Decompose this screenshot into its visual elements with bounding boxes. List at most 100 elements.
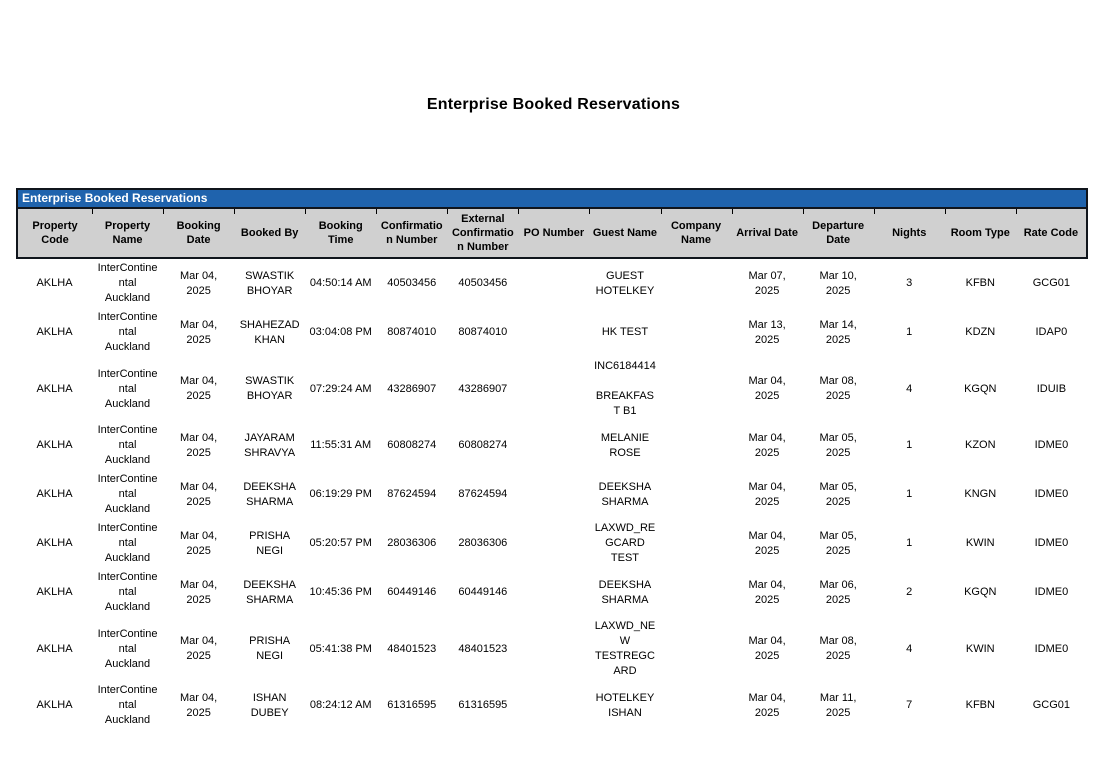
cell-nights: 1 — [906, 439, 913, 451]
column-header-nights: Nights — [873, 209, 945, 259]
cell-room-type: KGQN — [964, 382, 997, 395]
cell-company-name — [661, 308, 732, 357]
cell-company-name — [661, 519, 732, 568]
reservations-report: Enterprise Booked Reservations Property … — [16, 188, 1089, 730]
reservations-table: Property Code Property Name Booking Date Bo… — [16, 209, 1089, 730]
cell-property-code: AKLHA — [36, 537, 73, 549]
cell-rate-code: GCG01 — [1032, 699, 1071, 711]
cell-booked-by: SHAHEZAD KHAN — [239, 318, 300, 346]
cell-guest-name: MELANIE ROSE — [600, 431, 650, 459]
cell-booked-by: PRISHA NEGI — [249, 529, 291, 557]
cell-departure-date: Mar 06, 2025 — [819, 578, 857, 606]
cell-nights: 4 — [906, 642, 913, 655]
cell-nights: 7 — [906, 699, 913, 711]
cell-confirmation-number: 60808274 — [387, 439, 437, 451]
cell-confirmation-number: 60449146 — [387, 586, 437, 598]
cell-booking-time: 07:29:24 AM — [309, 382, 372, 395]
cell-booking-date: Mar 04, 2025 — [179, 691, 218, 719]
cell-booking-time: 05:20:57 PM — [309, 537, 372, 549]
cell-confirmation-number: 43286907 — [387, 382, 437, 395]
cell-external-confirmation-number: 60808274 — [458, 439, 508, 451]
cell-arrival-date: Mar 07, 2025 — [748, 269, 786, 297]
cell-property-name: InterContinental Auckland — [97, 311, 158, 353]
cell-booking-time: 03:04:08 PM — [309, 326, 372, 338]
cell-rate-code: IDAP0 — [1035, 326, 1068, 338]
cell-rate-code: IDME0 — [1034, 586, 1069, 598]
cell-room-type: KFBN — [965, 699, 995, 711]
column-header-rate-code: Rate Code — [1015, 209, 1089, 259]
cell-guest-name: GUEST HOTELKEY — [595, 269, 655, 297]
cell-booked-by: DEEKSHA SHARMA — [243, 480, 296, 508]
cell-room-type: KFBN — [965, 277, 995, 289]
cell-guest-name: DEEKSHA SHARMA — [598, 480, 652, 508]
cell-confirmation-number: 40503456 — [387, 277, 437, 289]
cell-arrival-date: Mar 04, 2025 — [748, 691, 786, 719]
reservations-body: AKLHA InterContinental Auckland Mar 04, 20… — [17, 258, 1087, 730]
column-header-booking-time: Booking Time — [305, 209, 377, 259]
cell-property-name: InterContinental Auckland — [97, 571, 158, 613]
cell-rate-code: IDME0 — [1034, 642, 1069, 655]
cell-external-confirmation-number: 28036306 — [458, 537, 508, 549]
cell-property-code: AKLHA — [36, 326, 73, 338]
cell-guest-name: HOTELKEY ISHAN — [595, 691, 655, 719]
cell-booking-date: Mar 04, 2025 — [179, 431, 218, 459]
cell-po-number — [518, 421, 589, 470]
column-header-booked-by: Booked By — [234, 209, 306, 259]
cell-external-confirmation-number: 80874010 — [458, 326, 508, 338]
cell-nights: 1 — [906, 488, 913, 500]
cell-departure-date: Mar 10, 2025 — [819, 269, 857, 297]
cell-external-confirmation-number: 48401523 — [458, 642, 508, 655]
cell-departure-date: Mar 05, 2025 — [819, 431, 857, 459]
header-row: Property Code Property Name Booking Date Bo… — [16, 209, 1089, 259]
cell-room-type: KDZN — [965, 326, 996, 338]
cell-booking-time: 11:55:31 AM — [310, 439, 372, 451]
cell-external-confirmation-number: 60449146 — [458, 586, 508, 598]
cell-departure-date: Mar 11, 2025 — [819, 691, 857, 719]
page-title: Enterprise Booked Reservations — [426, 96, 681, 113]
cell-booking-date: Mar 04, 2025 — [179, 529, 218, 557]
cell-property-code: AKLHA — [36, 586, 73, 598]
table-row: AKLHA InterContinental Auckland Mar 04, 20… — [17, 421, 1087, 470]
column-header-confirmation-number: Confirmation Number — [376, 209, 448, 259]
cell-confirmation-number: 61316595 — [387, 699, 437, 711]
cell-booked-by: SWASTIK BHOYAR — [245, 269, 295, 297]
cell-external-confirmation-number: 61316595 — [458, 699, 508, 711]
cell-room-type: KWIN — [965, 537, 995, 549]
cell-booking-time: 05:41:38 PM — [309, 642, 372, 655]
cell-property-name: InterContinental Auckland — [97, 424, 158, 466]
cell-property-name: InterContinental Auckland — [97, 627, 158, 670]
column-header-property-name: Property Name — [92, 209, 164, 259]
cell-property-code: AKLHA — [36, 277, 73, 289]
cell-po-number — [518, 258, 589, 308]
column-header-external-confirmation-number: External Confirmation Number — [447, 209, 519, 259]
cell-po-number — [518, 519, 589, 568]
cell-company-name — [661, 617, 732, 681]
table-row: AKLHA InterContinental Auckland Mar 04, 20… — [17, 470, 1087, 519]
cell-company-name — [661, 681, 732, 730]
cell-rate-code: IDUIB — [1036, 382, 1067, 395]
cell-room-type: KGQN — [964, 586, 997, 598]
cell-booking-date: Mar 04, 2025 — [179, 318, 218, 346]
cell-property-name: InterContinental Auckland — [97, 367, 158, 410]
cell-booked-by: JAYARAM SHRAVYA — [244, 431, 296, 459]
cell-booked-by: SWASTIK BHOYAR — [245, 375, 295, 402]
column-header-departure-date: Departure Date — [802, 209, 874, 259]
cell-po-number — [518, 681, 589, 730]
column-header-guest-name: Guest Name — [589, 209, 661, 259]
cell-guest-name: DEEKSHA SHARMA — [598, 578, 652, 606]
cell-guest-name: INC6184414 BREAKFAST B1 — [594, 360, 656, 417]
cell-departure-date: Mar 05, 2025 — [819, 529, 857, 557]
cell-po-number — [518, 357, 589, 421]
cell-confirmation-number: 48401523 — [387, 642, 437, 655]
cell-booking-date: Mar 04, 2025 — [179, 375, 218, 402]
cell-arrival-date: Mar 04, 2025 — [748, 578, 786, 606]
cell-nights: 2 — [906, 586, 913, 598]
cell-booked-by: ISHAN DUBEY — [250, 691, 289, 719]
table-row: AKLHA InterContinental Auckland Mar 04, 20… — [17, 568, 1087, 617]
cell-nights: 4 — [906, 382, 913, 395]
cell-property-code: AKLHA — [36, 699, 73, 711]
table-row: AKLHA InterContinental Auckland Mar 04, 20… — [17, 308, 1087, 357]
cell-departure-date: Mar 05, 2025 — [819, 480, 857, 508]
cell-room-type: KWIN — [965, 642, 995, 655]
cell-company-name — [661, 470, 732, 519]
